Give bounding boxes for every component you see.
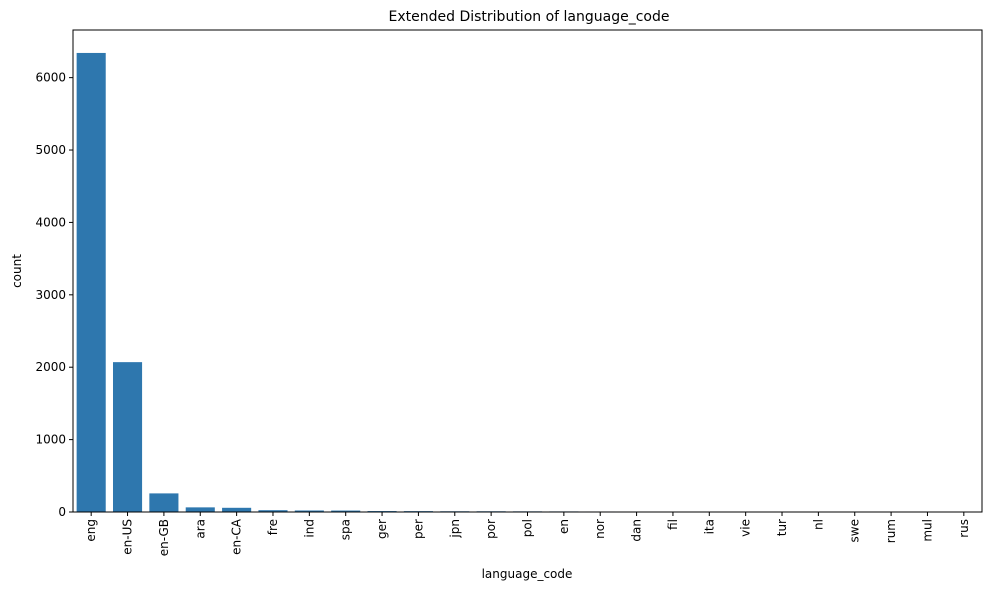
- x-tick-label: mul: [920, 519, 934, 542]
- bar-eng: [77, 53, 106, 512]
- x-tick-label: por: [484, 519, 498, 539]
- x-tick-label: per: [411, 519, 425, 539]
- y-tick-label: 6000: [35, 71, 66, 85]
- x-axis-label: language_code: [482, 567, 573, 581]
- x-tick-label: dan: [630, 519, 644, 542]
- x-tick-label: fre: [266, 519, 280, 535]
- x-tick-label: pol: [521, 519, 535, 537]
- y-axis-label: count: [10, 254, 24, 288]
- x-tick-label: ind: [302, 519, 316, 538]
- bar-en-CA: [222, 508, 251, 512]
- x-tick-label: ger: [375, 519, 389, 539]
- y-tick-label: 5000: [35, 143, 66, 157]
- y-tick-label: 0: [58, 505, 66, 519]
- y-tick-label: 3000: [35, 288, 66, 302]
- x-tick-label: ara: [193, 519, 207, 539]
- x-tick-label: en-US: [121, 519, 135, 555]
- plot-frame: [73, 30, 982, 512]
- x-tick-label: spa: [339, 519, 353, 540]
- x-tick-label: eng: [84, 519, 98, 542]
- bar-ara: [186, 507, 215, 512]
- x-tick-label: rus: [957, 519, 971, 538]
- bar-en-US: [113, 362, 142, 512]
- x-tick-label: en-GB: [157, 519, 171, 556]
- y-axis: 0 1000 2000 3000 4000 5000 6000: [35, 71, 73, 519]
- x-tick-label: vie: [739, 519, 753, 537]
- chart-title: Extended Distribution of language_code: [389, 9, 670, 25]
- x-tick-label: rum: [884, 519, 898, 543]
- y-tick-label: 1000: [35, 433, 66, 447]
- bar-en-GB: [149, 493, 178, 512]
- bars-group: [77, 53, 979, 512]
- x-tick-label: swe: [848, 519, 862, 542]
- x-tick-label: tur: [775, 519, 789, 536]
- x-tick-label: fil: [666, 519, 680, 530]
- x-tick-label: nl: [811, 519, 825, 530]
- y-tick-label: 2000: [35, 360, 66, 374]
- x-tick-label: jpn: [448, 519, 462, 539]
- x-axis: eng en-US en-GB ara en-CA fre ind spa ger per jpn p…: [84, 512, 971, 556]
- x-tick-label: en: [557, 519, 571, 534]
- x-tick-label: ita: [702, 519, 716, 534]
- x-tick-label: nor: [593, 519, 607, 539]
- x-tick-label: en-CA: [230, 518, 244, 555]
- y-tick-label: 4000: [35, 215, 66, 229]
